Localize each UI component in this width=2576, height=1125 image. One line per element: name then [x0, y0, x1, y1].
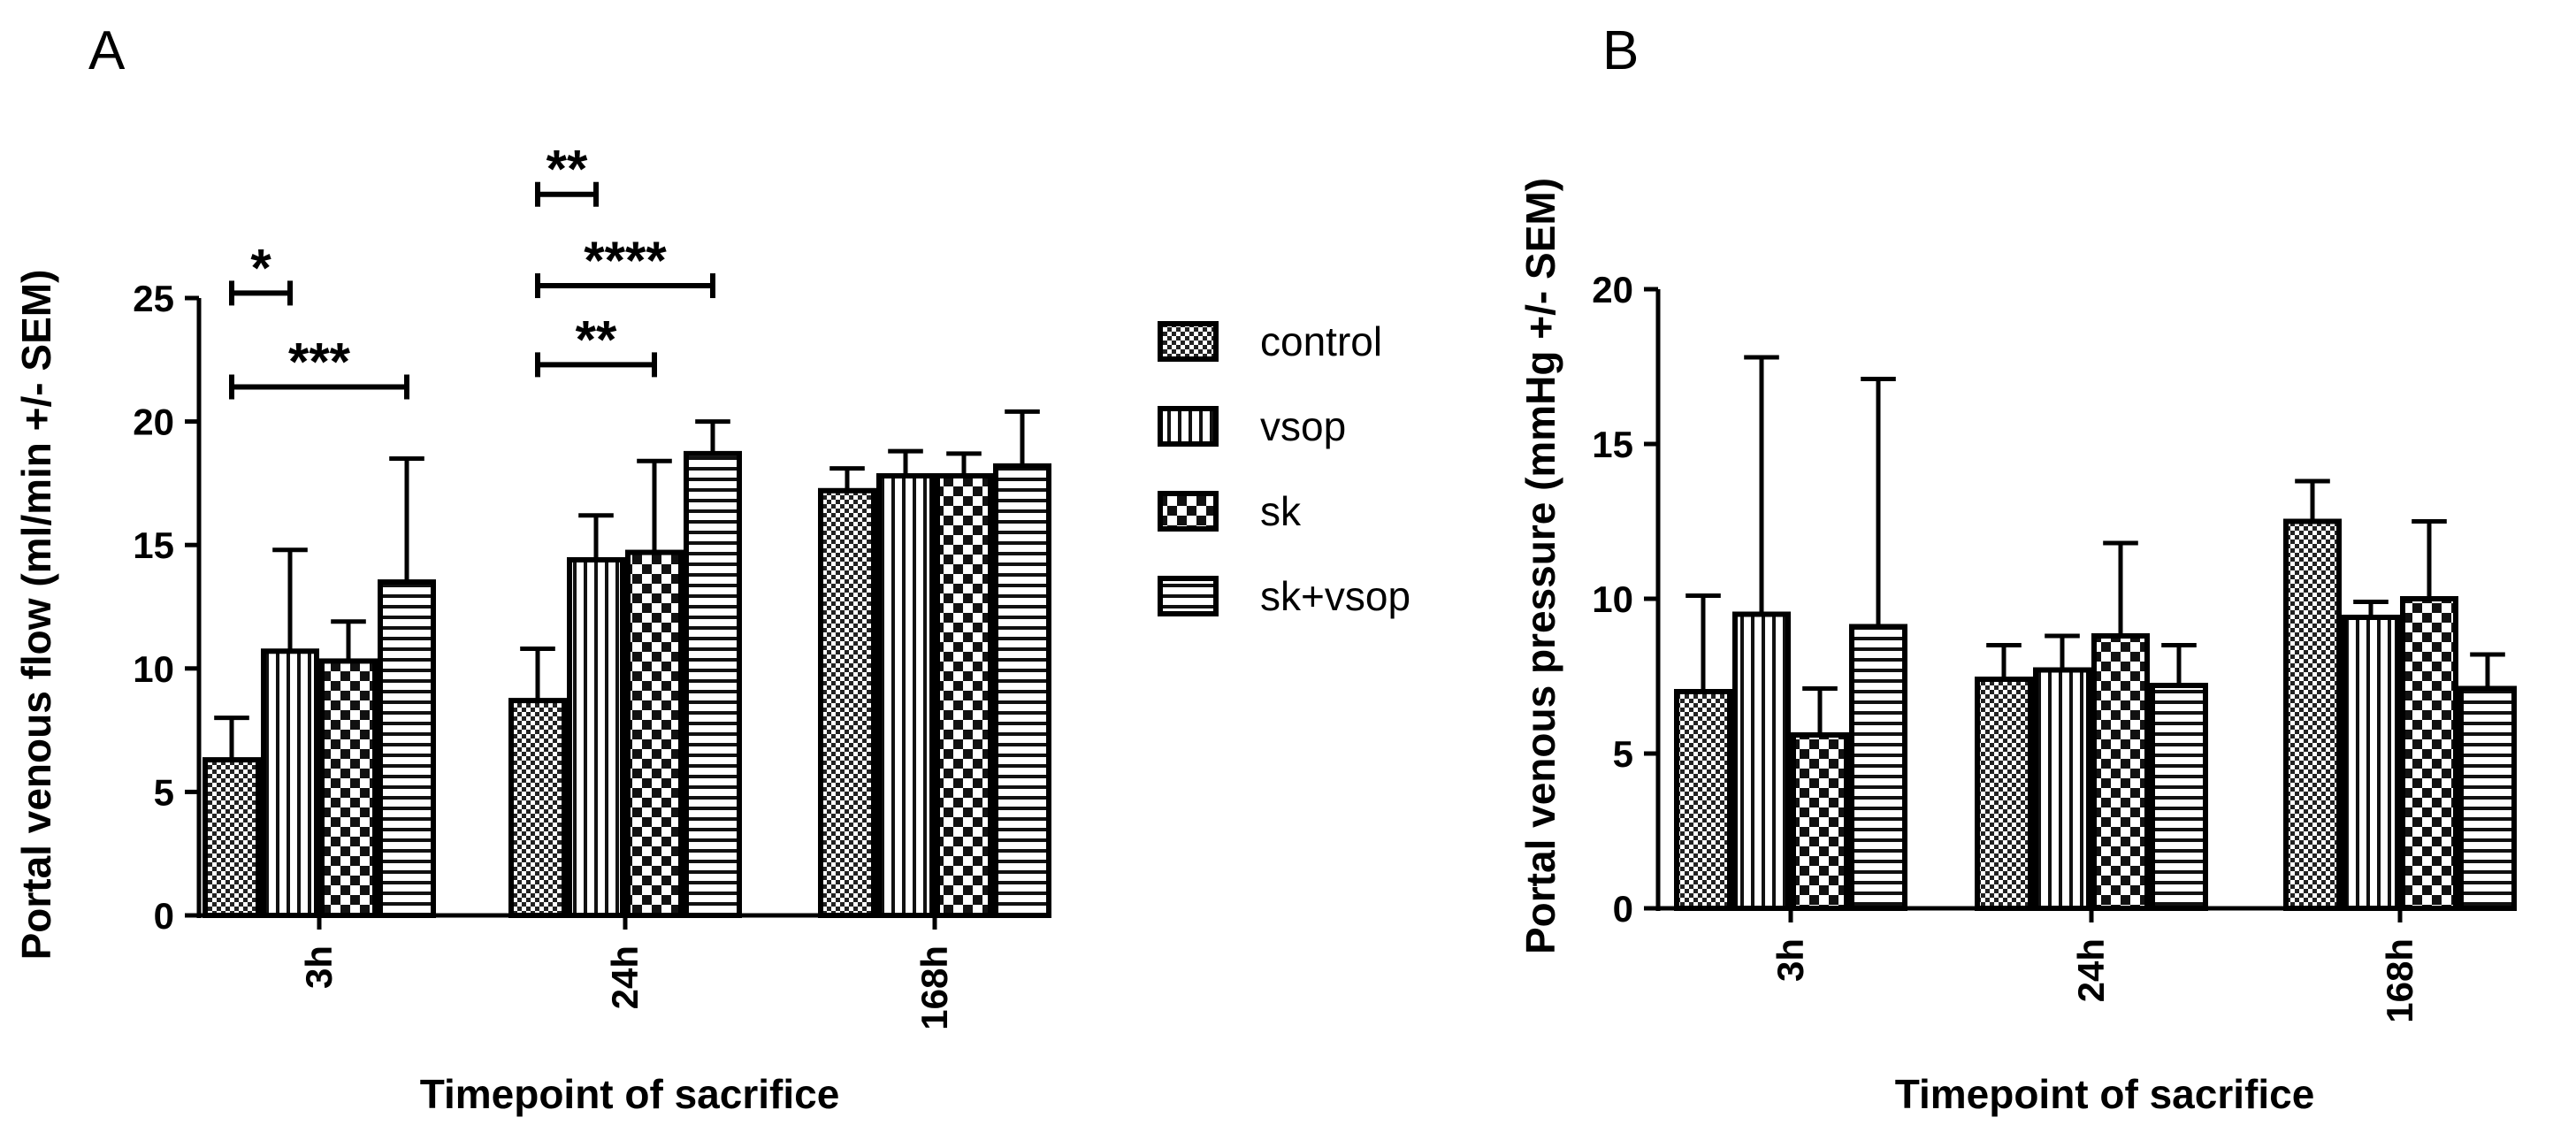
- bar-control-168h: [818, 487, 876, 918]
- bar-sk-24h: [625, 549, 684, 918]
- legend-swatch: [1158, 321, 1219, 362]
- bar-control-24h: [1975, 677, 2033, 911]
- significance-brackets: ************: [229, 140, 715, 400]
- bars: [1674, 355, 2517, 911]
- bar-sk-vsop-3h: [378, 579, 436, 919]
- bar-control-24h: [508, 698, 567, 919]
- y-tick-label-5: 5: [154, 771, 174, 813]
- legend-label: vsop: [1260, 403, 1346, 449]
- y-axis-title: Portal venous flow (ml/min +/- SEM): [13, 270, 59, 960]
- x-tick-label-24h: 24h: [2070, 938, 2112, 1002]
- legend-item-vsop: vsop: [1158, 403, 1346, 449]
- axes: [1655, 289, 2503, 911]
- significance-label: ****: [584, 231, 667, 290]
- legend-swatch: [1158, 406, 1219, 447]
- panel-label-b: B: [1602, 20, 1639, 81]
- y-tick-label-20: 20: [133, 402, 174, 443]
- bar-vsop-168h: [2342, 615, 2400, 911]
- panel-label-a: A: [88, 20, 126, 81]
- y-tick-label-10: 10: [1592, 578, 1633, 620]
- legend-label: sk+vsop: [1260, 573, 1410, 619]
- bar-control-3h: [1674, 689, 1732, 911]
- bar-sk-vsop-3h: [1849, 624, 1907, 911]
- legend-swatch: [1158, 576, 1219, 616]
- bar-sk-3h: [319, 658, 378, 918]
- bar-sk-vsop-24h: [2150, 683, 2208, 911]
- legend: control vsop sk sk+vsop: [1158, 318, 1410, 619]
- legend-item-sk-vsop: sk+vsop: [1158, 573, 1410, 619]
- y-tick-label-5: 5: [1613, 733, 1633, 775]
- bar-sk-vsop-24h: [684, 450, 742, 918]
- x-tick-label-168h: 168h: [913, 945, 955, 1030]
- y-tick-label-15: 15: [133, 524, 174, 566]
- bar-vsop-168h: [876, 473, 935, 918]
- bar-sk-3h: [1791, 732, 1849, 911]
- legend-label: sk: [1260, 488, 1302, 534]
- legend-swatch: [1158, 491, 1219, 532]
- y-axis-ticks: 0 5 10 15 20 25: [133, 278, 199, 937]
- bar-sk-vsop-168h: [993, 463, 1051, 919]
- x-tick-label-24h: 24h: [604, 945, 646, 1009]
- bar-vsop-24h: [2033, 667, 2091, 911]
- legend-label: control: [1260, 318, 1382, 364]
- legend-item-control: control: [1158, 318, 1382, 364]
- y-tick-label-20: 20: [1592, 269, 1633, 310]
- y-tick-label-0: 0: [154, 895, 174, 937]
- x-axis-ticks: 3h 24h 168h: [1770, 908, 2420, 1023]
- bar-sk-168h: [935, 473, 993, 918]
- bars: [203, 409, 1051, 919]
- significance-label: ***: [288, 333, 351, 392]
- significance-label: *: [250, 238, 271, 297]
- bar-vsop-24h: [567, 556, 625, 919]
- y-tick-label-15: 15: [1592, 424, 1633, 465]
- x-axis-title: Timepoint of sacrifice: [1895, 1071, 2315, 1117]
- bar-control-168h: [2283, 518, 2342, 911]
- bar-sk-24h: [2091, 633, 2150, 911]
- x-axis-ticks: 3h 24h 168h: [298, 915, 955, 1030]
- significance-label: **: [576, 310, 617, 369]
- significance-label: **: [547, 140, 588, 199]
- x-tick-label-168h: 168h: [2379, 938, 2420, 1023]
- x-tick-label-3h: 3h: [1770, 938, 1811, 982]
- panel-b: B 0 5 10 15 20 3h 24h 168h Portal venous press…: [1517, 20, 2517, 1117]
- y-tick-label-25: 25: [133, 278, 174, 319]
- bar-control-3h: [203, 757, 261, 918]
- axes: [196, 298, 1026, 918]
- bar-vsop-3h: [1732, 611, 1791, 911]
- bar-vsop-3h: [261, 648, 319, 918]
- legend-item-sk: sk: [1158, 488, 1302, 534]
- x-axis-title: Timepoint of sacrifice: [420, 1071, 840, 1117]
- y-tick-label-0: 0: [1613, 888, 1633, 930]
- y-tick-label-10: 10: [133, 648, 174, 690]
- y-axis-title: Portal venous pressure (mmHg +/- SEM): [1517, 178, 1563, 954]
- bar-sk-vsop-168h: [2458, 685, 2517, 911]
- x-tick-label-3h: 3h: [298, 945, 340, 989]
- y-axis-ticks: 0 5 10 15 20: [1592, 269, 1658, 930]
- bar-sk-168h: [2400, 596, 2458, 911]
